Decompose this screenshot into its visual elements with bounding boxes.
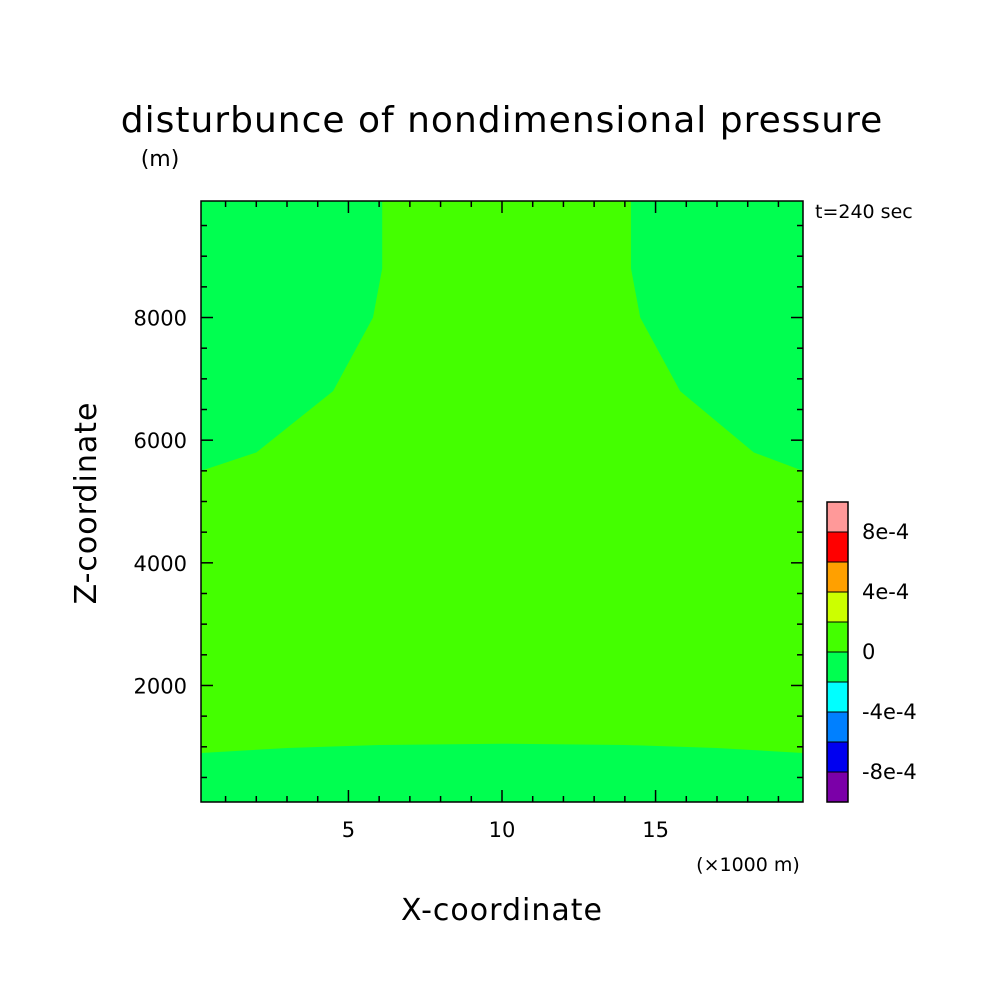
time-label: t=240 sec	[815, 201, 913, 223]
y-tick-label: 2000	[134, 674, 187, 698]
plot-frame	[200, 200, 804, 803]
colorbar	[826, 501, 849, 803]
colorbar-labels: -8e-4 -4e-4 0 4e-4 8e-4	[862, 520, 917, 784]
colorbar-swatch	[826, 501, 849, 533]
x-tick-label: 5	[342, 818, 355, 842]
plot-area	[201, 201, 803, 802]
x-tick-label: 15	[642, 818, 669, 842]
chart-title: disturbunce of nondimensional pressure	[121, 100, 884, 141]
colorbar-swatch	[826, 741, 849, 773]
colorbar-swatch	[826, 711, 849, 743]
colorbar-swatch	[826, 651, 849, 683]
colorbar-label: 0	[862, 640, 875, 664]
region-positive	[201, 201, 803, 753]
colorbar-swatch	[826, 771, 849, 803]
colorbar-label: 4e-4	[862, 580, 909, 604]
colorbar-label: -8e-4	[862, 760, 917, 784]
axis-ticks	[201, 201, 803, 802]
colorbar-swatch	[826, 591, 849, 623]
colorbar-swatch	[826, 681, 849, 713]
colorbar-swatch	[826, 621, 849, 653]
title-unit: (m)	[141, 147, 180, 172]
y-tick-labels: 2000 4000 6000 8000	[134, 307, 187, 699]
colorbar-swatch	[826, 531, 849, 563]
colorbar-label: -4e-4	[862, 700, 917, 724]
y-tick-label: 8000	[134, 307, 187, 331]
y-tick-label: 6000	[134, 429, 187, 453]
y-axis-title: Z-coordinate	[69, 402, 104, 605]
x-tick-labels: 5 10 15	[342, 818, 669, 842]
colorbar-label: 8e-4	[862, 520, 909, 544]
x-axis-title: X-coordinate	[401, 893, 603, 928]
colorbar-frame	[826, 501, 849, 803]
y-tick-label: 4000	[134, 552, 187, 576]
colorbar-swatch	[826, 561, 849, 593]
x-tick-label: 10	[489, 818, 516, 842]
x-unit-label: (×1000 m)	[696, 854, 800, 876]
